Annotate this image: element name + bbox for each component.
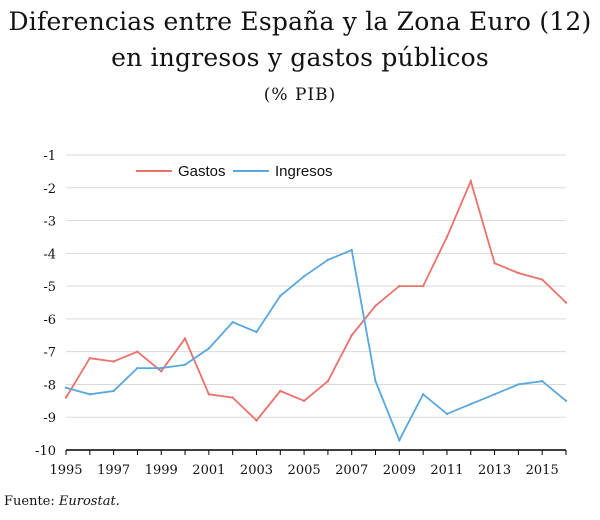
data-point-ingresos	[564, 399, 568, 403]
data-point-gastos	[279, 389, 282, 393]
y-tick-label: -10	[35, 444, 56, 459]
data-point-ingresos	[231, 320, 234, 324]
data-point-ingresos	[374, 379, 377, 383]
y-tick-label: -8	[43, 378, 56, 393]
data-point-ingresos	[160, 366, 163, 370]
source-note: Fuente: Eurostat.	[4, 494, 120, 509]
y-tick-label: -5	[43, 280, 56, 295]
y-tick-label: -6	[43, 313, 56, 328]
data-point-gastos	[64, 396, 68, 399]
legend-label-ingresos: Ingresos	[275, 163, 333, 180]
series-line-gastos	[65, 178, 567, 422]
data-point-ingresos	[469, 402, 472, 406]
data-point-gastos	[374, 304, 377, 307]
x-tick-label: 2015	[526, 463, 559, 478]
data-point-ingresos	[517, 383, 520, 386]
data-point-ingresos	[421, 393, 425, 396]
data-point-gastos	[398, 284, 401, 288]
data-point-gastos	[112, 360, 115, 363]
data-point-ingresos	[279, 294, 282, 298]
data-point-ingresos	[540, 379, 544, 383]
data-point-gastos	[160, 370, 163, 373]
y-tick-label: -4	[43, 247, 56, 262]
y-tick-label: -1	[43, 149, 56, 164]
data-point-gastos	[469, 180, 472, 183]
data-point-ingresos	[302, 275, 306, 278]
x-tick-label: 1995	[49, 463, 82, 478]
x-tick-label: 2007	[335, 463, 368, 478]
data-point-gastos	[88, 357, 92, 360]
data-point-gastos	[493, 261, 496, 265]
source-value: Eurostat.	[58, 494, 120, 509]
x-tick-label: 2009	[383, 463, 416, 478]
x-tick-label: 1997	[97, 463, 130, 478]
y-tick-label: -9	[43, 411, 56, 426]
data-point-gastos	[255, 419, 258, 422]
data-point-gastos	[183, 337, 187, 340]
data-point-ingresos	[445, 412, 449, 416]
data-point-gastos	[517, 271, 520, 275]
chart-title-line-1: Diferencias entre España y la Zona Euro …	[8, 7, 592, 36]
data-point-gastos	[540, 278, 544, 281]
data-point-ingresos	[64, 386, 68, 389]
x-tick-label: 2003	[240, 463, 273, 478]
data-point-gastos	[302, 399, 306, 403]
chart-title-line-2: en ingresos y gastos públicos	[111, 43, 489, 72]
x-tick-label: 2011	[430, 463, 463, 478]
legend-label-gastos: Gastos	[178, 163, 226, 180]
series-line-ingresos	[65, 248, 567, 443]
data-point-ingresos	[183, 363, 187, 366]
data-point-ingresos	[207, 347, 211, 350]
data-point-gastos	[231, 396, 234, 399]
data-point-gastos	[421, 284, 425, 288]
data-point-ingresos	[255, 330, 258, 334]
data-point-ingresos	[350, 248, 353, 252]
data-point-ingresos	[326, 258, 330, 262]
data-point-gastos	[326, 379, 330, 383]
data-point-gastos	[207, 393, 211, 396]
data-point-ingresos	[493, 393, 496, 396]
source-label: Fuente:	[4, 494, 55, 509]
data-point-gastos	[350, 334, 353, 337]
chart-subtitle: (% PIB)	[263, 85, 337, 105]
x-tick-label: 2013	[478, 463, 511, 478]
data-point-ingresos	[88, 393, 92, 396]
x-tick-label: 2005	[288, 463, 321, 478]
y-tick-label: -2	[43, 182, 56, 197]
y-tick-label: -7	[43, 346, 56, 361]
data-point-ingresos	[398, 438, 401, 442]
data-point-gastos	[136, 350, 139, 353]
data-point-ingresos	[112, 389, 115, 393]
data-point-gastos	[445, 235, 449, 239]
chart-title-block: Diferencias entre España y la Zona Euro …	[0, 4, 600, 108]
x-tick-label: 1999	[145, 463, 178, 478]
x-tick-label: 2001	[192, 463, 225, 478]
data-point-gastos	[564, 301, 568, 304]
y-tick-label: -3	[43, 215, 56, 230]
data-point-ingresos	[136, 366, 139, 370]
